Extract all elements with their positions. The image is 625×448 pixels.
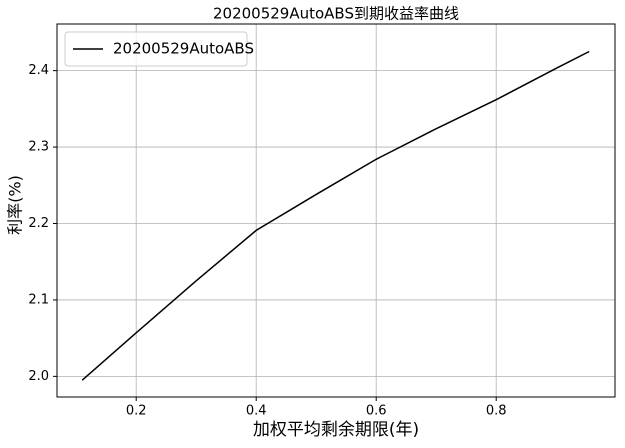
plot-frame — [56, 23, 616, 398]
legend-label: 20200529AutoABS — [113, 40, 254, 58]
x-tick-label: 0.8 — [486, 404, 507, 419]
legend-box — [64, 31, 248, 67]
x-tick-label: 0.6 — [366, 404, 387, 419]
data-line — [81, 50, 590, 381]
x-tick-label: 0.2 — [126, 404, 147, 419]
y-axis-label: 利率(%) — [6, 175, 25, 235]
y-tick-label: 2.3 — [28, 140, 49, 155]
x-axis-label: 加权平均剩余期限(年) — [253, 420, 419, 440]
x-tick-label: 0.4 — [246, 404, 267, 419]
y-tick-label: 2.4 — [28, 63, 49, 78]
legend: 20200529AutoABS — [64, 31, 254, 67]
y-tick-label: 2.1 — [28, 292, 49, 307]
y-tick-label: 2.2 — [28, 216, 49, 231]
chart-title: 20200529AutoABS到期收益率曲线 — [213, 5, 459, 23]
y-tick-label: 2.0 — [28, 369, 49, 384]
